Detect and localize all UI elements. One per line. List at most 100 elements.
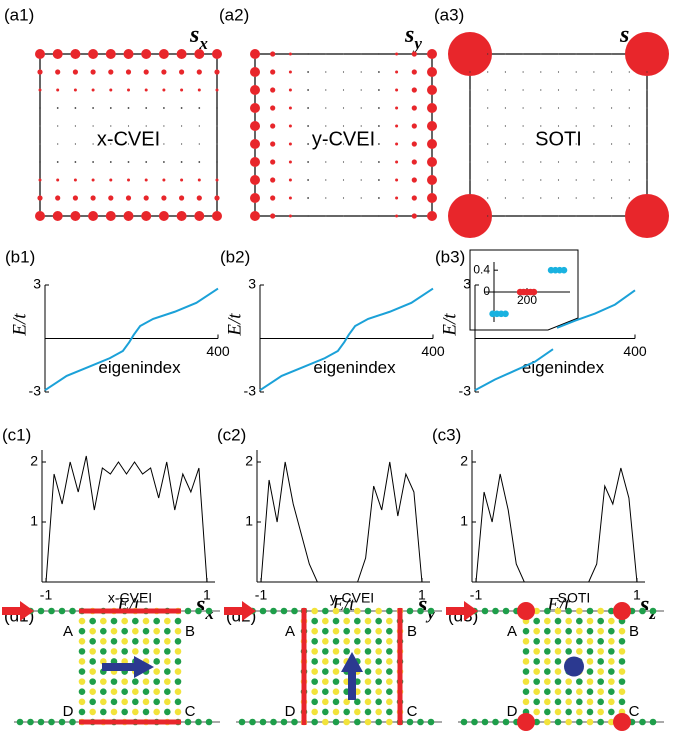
lattice-site [174, 698, 182, 706]
density-dot [325, 179, 327, 181]
lattice-site [565, 678, 572, 685]
lattice-site [132, 688, 139, 696]
lattice-site [565, 617, 572, 625]
lattice-site [153, 698, 160, 706]
lead-site [417, 718, 424, 726]
lattice-site [132, 617, 139, 625]
density-dot [161, 69, 167, 75]
density-dot [214, 69, 220, 75]
density-dot [250, 175, 260, 185]
density-dot [307, 143, 309, 145]
lattice-site [586, 698, 594, 706]
density-dot [56, 88, 60, 92]
density-dot [540, 215, 542, 217]
spin-label: sy [417, 592, 435, 624]
lattice-site [121, 617, 128, 625]
panel-label: (c2) [217, 425, 246, 444]
lead-site [481, 607, 489, 615]
density-dot [325, 161, 327, 163]
density-dot [646, 179, 648, 181]
lattice-site [386, 607, 393, 615]
density-dot [575, 215, 577, 217]
density-dot [487, 215, 489, 217]
lattice-site [121, 648, 128, 655]
density-dot [378, 125, 380, 127]
density-dot [91, 88, 95, 92]
lattice-site [576, 698, 583, 706]
density-dot [180, 107, 183, 109]
lead-site [58, 607, 66, 615]
density-dot [469, 125, 471, 127]
density-dot [162, 88, 166, 92]
lattice-site [153, 708, 160, 716]
lattice-site [522, 627, 530, 635]
lattice-site [343, 698, 350, 706]
density-dot [288, 142, 292, 146]
spin-sub: y [412, 34, 422, 53]
lead-site [205, 607, 213, 615]
lead-site [249, 718, 256, 726]
lattice-site [164, 678, 171, 685]
lattice-site [332, 718, 340, 726]
spin-sub: x [198, 34, 208, 53]
density-dot [161, 195, 167, 201]
y-tick-label: -3 [29, 383, 42, 399]
density-dot [215, 88, 219, 92]
lattice-site [354, 627, 361, 635]
lattice-site [89, 708, 96, 716]
density-dot [325, 125, 327, 127]
lattice-site [100, 637, 107, 645]
density-dot [504, 89, 506, 91]
density-dot [522, 179, 524, 181]
lattice-site [332, 708, 340, 716]
lattice-site [89, 668, 96, 675]
density-dot [575, 197, 577, 199]
lattice-site [332, 678, 340, 685]
phase-label: y-CVEI [330, 590, 374, 606]
lattice-site [576, 617, 583, 625]
lead-site [492, 607, 499, 615]
density-dot [427, 103, 437, 113]
density-dot [342, 53, 345, 55]
phase-label: SOTI [535, 128, 582, 150]
lattice-site [608, 627, 615, 635]
y-tick-label: 1 [245, 513, 253, 529]
lattice-site [132, 637, 139, 645]
density-dot [127, 143, 130, 145]
lead-site [502, 718, 510, 726]
density-dot [216, 161, 218, 163]
lattice-site [153, 617, 160, 625]
lattice-site [586, 668, 594, 675]
density-dot [74, 143, 76, 145]
lattice-site [121, 627, 128, 635]
lattice-site [576, 688, 583, 696]
density-dot [325, 107, 327, 109]
density-dot [307, 215, 309, 217]
lattice-site [110, 688, 118, 696]
lattice-site [142, 678, 150, 685]
density-dot [163, 143, 165, 145]
corner-label: B [407, 623, 417, 640]
lattice-site [142, 648, 150, 655]
density-dot [307, 161, 309, 163]
lattice-site [544, 637, 551, 645]
density-dot [90, 69, 96, 75]
density-dot [38, 88, 42, 92]
density-dot [360, 161, 362, 163]
lattice-site [132, 678, 139, 685]
lattice-site [618, 648, 626, 655]
density-dot [38, 178, 42, 182]
lattice-site [554, 688, 562, 696]
lattice-site [386, 658, 393, 665]
density-dot [360, 143, 362, 145]
lattice-site [544, 617, 551, 625]
lattice-site [132, 708, 139, 716]
density-dot [52, 211, 63, 221]
data-line [259, 287, 434, 392]
density-dot [593, 161, 595, 163]
x-tick-label: 200 [517, 293, 537, 307]
lattice-site [565, 637, 572, 645]
density-dot [92, 125, 94, 127]
lattice-site [544, 627, 551, 635]
density-dot [540, 161, 542, 163]
